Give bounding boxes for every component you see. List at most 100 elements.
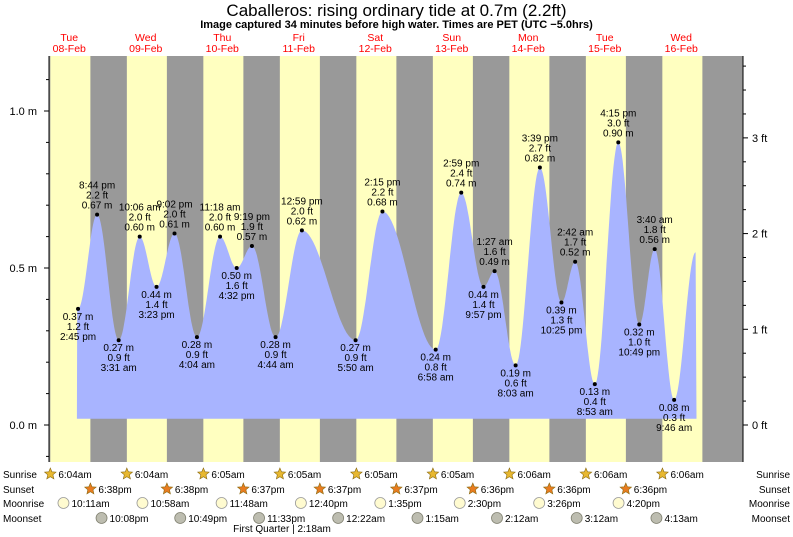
tide-point xyxy=(299,228,304,233)
day-date-label: 15-Feb xyxy=(588,43,621,55)
tide-ft-label: 1.8 ft xyxy=(644,225,666,236)
tide-ft-label: 1.0 ft xyxy=(628,338,650,349)
tide-ft-label: 0.8 ft xyxy=(425,363,447,374)
moonset-row-label-left: Moonset xyxy=(3,514,42,525)
tide-ft-label: 1.3 ft xyxy=(550,316,572,327)
tide-ft-label: 2.2 ft xyxy=(86,191,108,202)
moonrise-row-label-left: Moonrise xyxy=(3,499,45,510)
tide-point xyxy=(592,382,597,387)
day-name-label: Thu xyxy=(213,32,231,44)
tide-ft-label: 1.4 ft xyxy=(145,300,167,311)
sunset-time: 6:37pm xyxy=(328,485,361,496)
tide-time-label: 11:18 am xyxy=(200,203,241,214)
day-name-label: Mon xyxy=(518,32,539,44)
tide-time-label: 1:27 am xyxy=(477,237,513,248)
day-date-label: 10-Feb xyxy=(206,43,239,55)
sunset-row-label-left: Sunset xyxy=(3,485,34,496)
tide-time-label: 9:02 pm xyxy=(156,199,192,210)
tide-point xyxy=(76,306,81,311)
tide-m-label: 0.28 m xyxy=(182,340,213,351)
tide-m-label: 0.28 m xyxy=(260,340,291,351)
tide-area xyxy=(76,142,697,419)
tide-point xyxy=(652,247,657,252)
tide-ft-label: 0.9 ft xyxy=(108,353,130,364)
sunrise-row-label-right: Sunrise xyxy=(756,470,790,481)
tide-m-label: 0.27 m xyxy=(103,343,134,354)
tide-point xyxy=(513,363,518,368)
tide-point xyxy=(95,212,100,217)
sunrise-time: 6:05am xyxy=(441,470,474,481)
moonset-row-label-right: Moonset xyxy=(752,514,791,525)
right-tick-label: 3 ft xyxy=(752,133,767,145)
moonrise-icon xyxy=(57,497,70,509)
tide-point xyxy=(459,190,464,195)
tide-m-label: 0.52 m xyxy=(560,248,591,259)
moon-phase-label: First Quarter | 2:18am xyxy=(233,524,331,535)
sunrise-time: 6:06am xyxy=(517,470,550,481)
sunrise-icon xyxy=(655,467,669,480)
tide-point xyxy=(433,347,438,352)
tide-m-label: 0.90 m xyxy=(603,128,634,139)
moonset-time: 4:13am xyxy=(664,514,697,525)
tide-point xyxy=(380,209,385,214)
tide-time-label: 6:58 am xyxy=(418,373,454,384)
sunset-time: 6:36pm xyxy=(481,485,514,496)
tide-m-label: 0.57 m xyxy=(237,232,268,243)
tide-m-label: 0.08 m xyxy=(659,403,690,414)
tide-m-label: 0.44 m xyxy=(468,290,499,301)
tide-point xyxy=(481,284,486,289)
tide-point xyxy=(492,269,497,274)
tide-m-label: 0.74 m xyxy=(446,179,477,190)
tide-point xyxy=(559,300,564,305)
day-date-label: 13-Feb xyxy=(435,43,468,55)
sunset-icon xyxy=(313,482,327,495)
sunset-time: 6:36pm xyxy=(557,485,590,496)
sunset-icon xyxy=(160,482,174,495)
right-tick-label: 2 ft xyxy=(752,229,767,241)
tide-time-label: 4:32 pm xyxy=(219,291,255,302)
moonset-icon xyxy=(174,512,187,524)
tide-ft-label: 0.6 ft xyxy=(505,378,527,389)
tide-area-layer xyxy=(76,142,697,419)
tide-ft-label: 1.7 ft xyxy=(564,238,586,249)
sunset-icon xyxy=(466,482,480,495)
sunset-icon xyxy=(236,482,250,495)
tide-m-label: 0.44 m xyxy=(141,290,172,301)
tide-point xyxy=(218,234,223,239)
tide-ft-label: 1.6 ft xyxy=(483,247,505,258)
tide-point xyxy=(116,338,121,343)
tide-time-label: 4:04 am xyxy=(179,360,215,371)
tide-time-label: 8:53 am xyxy=(577,407,613,418)
tide-m-label: 0.39 m xyxy=(546,306,577,317)
tide-point xyxy=(194,335,199,340)
sunrise-icon xyxy=(43,467,57,480)
tide-ft-label: 2.0 ft xyxy=(163,209,185,220)
tide-point xyxy=(137,234,142,239)
sunset-icon xyxy=(83,482,97,495)
sun-moon-rows: Sunrise Sunrise Sunset Sunset Moonrise Moonri… xyxy=(3,467,791,535)
sunset-time: 6:38pm xyxy=(175,485,208,496)
tide-ft-label: 2.0 ft xyxy=(291,206,313,217)
day-name-label: Sat xyxy=(367,32,383,44)
sunset-time: 6:36pm xyxy=(634,485,667,496)
sunrise-icon xyxy=(579,467,593,480)
tide-m-label: 0.56 m xyxy=(639,235,670,246)
tide-ft-label: 2.0 ft xyxy=(209,213,231,224)
tide-m-label: 0.27 m xyxy=(340,343,371,354)
tide-time-label: 8:03 am xyxy=(498,388,534,399)
day-date-label: 16-Feb xyxy=(665,43,698,55)
moonset-time: 2:12am xyxy=(505,514,538,525)
left-tick-label: 0.0 m xyxy=(9,420,37,432)
tide-time-label: 10:25 pm xyxy=(541,326,583,337)
tide-time-label: 2:42 am xyxy=(557,228,593,239)
tide-ft-label: 1.2 ft xyxy=(67,322,89,333)
tide-m-label: 0.50 m xyxy=(221,271,252,282)
sunset-icon xyxy=(619,482,633,495)
day-name-label: Wed xyxy=(135,32,157,44)
sunrise-time: 6:05am xyxy=(364,470,397,481)
tide-time-label: 9:46 am xyxy=(656,423,692,434)
sunrise-time: 6:04am xyxy=(135,470,168,481)
moonrise-row-label-right: Moonrise xyxy=(749,499,791,510)
tide-time-label: 2:45 pm xyxy=(60,332,96,343)
tide-ft-label: 2.0 ft xyxy=(129,213,151,224)
